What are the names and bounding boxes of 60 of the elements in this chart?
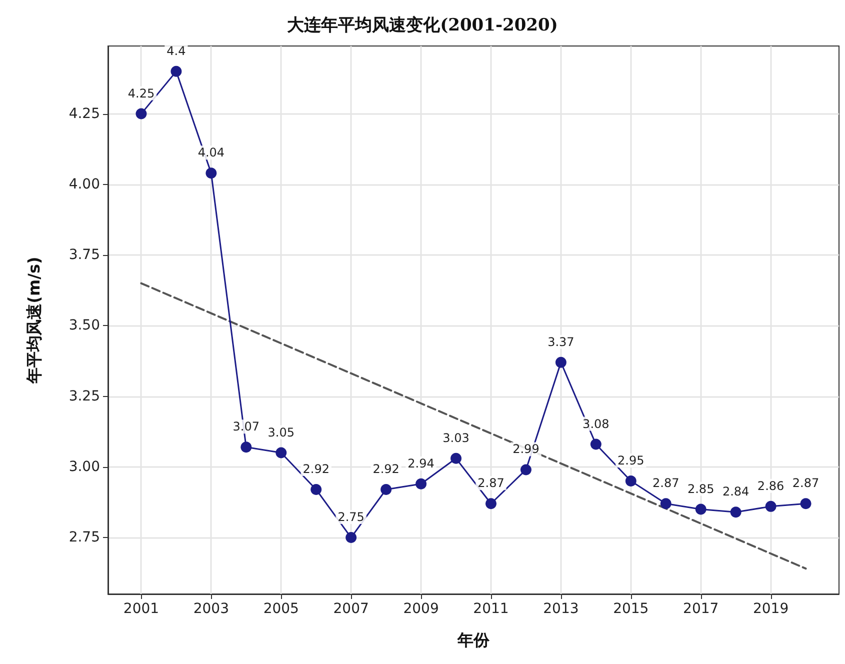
point: [625, 476, 636, 487]
point: [730, 506, 742, 518]
x-tick-label: 2003: [193, 601, 229, 617]
data-label: 2.87: [792, 476, 820, 490]
y-axis-title: 年平均风速(m/s): [24, 256, 44, 384]
y-tick-label: 3.00: [68, 458, 100, 475]
data-label: 2.85: [687, 482, 714, 496]
point: [695, 504, 706, 515]
x-tick-label: 2011: [473, 601, 509, 617]
data-label: 2.86: [757, 478, 784, 493]
y-tick-label: 4.25: [68, 106, 100, 122]
y-tick-label: 3.50: [68, 318, 100, 334]
point: [276, 447, 287, 458]
chart-title: 大连年平均风速变化(2001-2020): [287, 16, 558, 36]
data-label: 3.08: [582, 416, 610, 431]
x-tick-label: 2015: [613, 601, 649, 617]
data-label: 2.92: [372, 462, 400, 476]
x-tick-label: 2007: [333, 601, 369, 617]
point: [765, 500, 776, 512]
x-tick-label: 2019: [752, 601, 789, 617]
y-tick-label: 4.00: [68, 176, 100, 192]
x-tick-label: 2009: [403, 601, 439, 617]
point: [240, 442, 252, 453]
data-label: 2.75: [338, 510, 364, 524]
point: [380, 484, 392, 495]
data-label: 2.92: [302, 462, 330, 476]
data-label: 4.25: [128, 86, 155, 100]
point: [206, 168, 217, 179]
y-tick-label: 3.25: [68, 388, 100, 404]
x-axis-title: 年份: [456, 630, 490, 650]
y-tick-label: 3.75: [68, 247, 100, 264]
data-label: 2.87: [652, 476, 680, 490]
point: [170, 66, 182, 77]
point: [416, 478, 427, 490]
data-label: 2.94: [408, 456, 434, 470]
data-label: 2.87: [478, 476, 504, 490]
x-tick-label: 2017: [683, 601, 719, 617]
data-label: 2.84: [722, 484, 750, 499]
point: [136, 108, 147, 120]
data-label: 3.07: [232, 420, 260, 434]
point: [310, 484, 322, 495]
point: [346, 532, 357, 543]
data-label: 2.99: [512, 442, 540, 456]
point: [590, 438, 602, 450]
data-label: 3.03: [442, 430, 470, 445]
y-tick-label: 2.75: [68, 530, 100, 546]
x-tick-label: 2013: [543, 601, 579, 617]
data-label: 2.95: [618, 454, 644, 468]
point: [800, 498, 812, 510]
x-tick-label: 2001: [123, 601, 160, 617]
x-tick-label: 2005: [263, 601, 299, 617]
point: [450, 452, 462, 464]
point: [486, 498, 496, 510]
point: [555, 356, 566, 368]
data-label: 3.37: [548, 334, 574, 349]
point: [520, 464, 532, 476]
data-label: 4.4: [166, 44, 186, 58]
data-label: 3.05: [268, 425, 294, 440]
point: [660, 498, 672, 510]
data-label: 4.04: [198, 146, 225, 160]
